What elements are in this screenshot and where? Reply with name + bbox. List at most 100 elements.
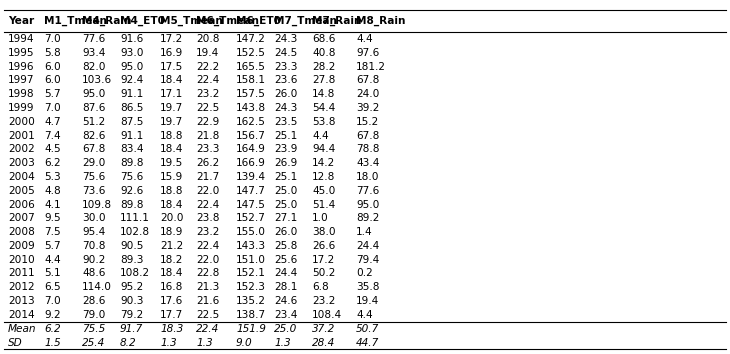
Text: 95.2: 95.2 xyxy=(120,282,143,292)
Text: 18.0: 18.0 xyxy=(356,172,380,182)
Text: 23.2: 23.2 xyxy=(196,227,220,237)
Text: 75.6: 75.6 xyxy=(120,172,143,182)
Text: 23.2: 23.2 xyxy=(312,296,335,306)
Text: 16.9: 16.9 xyxy=(160,48,183,58)
Text: 82.6: 82.6 xyxy=(82,131,105,141)
Text: 147.7: 147.7 xyxy=(236,186,266,196)
Text: 4.4: 4.4 xyxy=(312,131,328,141)
Text: 21.8: 21.8 xyxy=(196,131,220,141)
Text: 162.5: 162.5 xyxy=(236,117,266,127)
Text: 2003: 2003 xyxy=(8,158,35,168)
Text: 1.0: 1.0 xyxy=(312,213,328,223)
Text: 95.0: 95.0 xyxy=(82,89,105,99)
Text: 4.1: 4.1 xyxy=(44,200,61,210)
Text: 48.6: 48.6 xyxy=(82,268,105,279)
Text: 93.0: 93.0 xyxy=(120,48,144,58)
Text: 108.2: 108.2 xyxy=(120,268,150,279)
Text: 24.3: 24.3 xyxy=(274,34,297,44)
Text: 23.6: 23.6 xyxy=(274,75,297,85)
Text: 19.7: 19.7 xyxy=(160,103,183,113)
Text: 53.8: 53.8 xyxy=(312,117,336,127)
Text: 6.0: 6.0 xyxy=(44,62,61,72)
Text: 1997: 1997 xyxy=(8,75,34,85)
Text: 26.0: 26.0 xyxy=(274,89,297,99)
Text: 22.5: 22.5 xyxy=(196,103,219,113)
Text: 6.8: 6.8 xyxy=(312,282,328,292)
Text: 89.8: 89.8 xyxy=(120,200,144,210)
Text: 7.4: 7.4 xyxy=(44,131,61,141)
Text: 83.4: 83.4 xyxy=(120,144,144,154)
Text: 2013: 2013 xyxy=(8,296,35,306)
Text: 97.6: 97.6 xyxy=(356,48,380,58)
Text: 18.4: 18.4 xyxy=(160,200,183,210)
Text: 82.0: 82.0 xyxy=(82,62,106,72)
Text: 2012: 2012 xyxy=(8,282,34,292)
Text: 50.2: 50.2 xyxy=(312,268,335,279)
Text: 143.3: 143.3 xyxy=(236,241,266,251)
Text: 17.7: 17.7 xyxy=(160,310,183,320)
Text: 5.1: 5.1 xyxy=(44,268,61,279)
Text: 18.8: 18.8 xyxy=(160,131,183,141)
Text: 23.2: 23.2 xyxy=(196,89,220,99)
Text: 18.4: 18.4 xyxy=(160,268,183,279)
Text: 135.2: 135.2 xyxy=(236,296,266,306)
Text: 23.3: 23.3 xyxy=(274,62,298,72)
Text: 152.3: 152.3 xyxy=(236,282,266,292)
Text: 1994: 1994 xyxy=(8,34,34,44)
Text: 1.5: 1.5 xyxy=(44,337,61,348)
Text: 30.0: 30.0 xyxy=(82,213,106,223)
Text: SD: SD xyxy=(8,337,23,348)
Text: 111.1: 111.1 xyxy=(120,213,150,223)
Text: 77.6: 77.6 xyxy=(356,186,380,196)
Text: 35.8: 35.8 xyxy=(356,282,380,292)
Text: 7.0: 7.0 xyxy=(44,34,61,44)
Text: 92.4: 92.4 xyxy=(120,75,143,85)
Text: 2001: 2001 xyxy=(8,131,35,141)
Text: 15.2: 15.2 xyxy=(356,117,380,127)
Text: 12.8: 12.8 xyxy=(312,172,335,182)
Text: 5.8: 5.8 xyxy=(44,48,61,58)
Text: 152.1: 152.1 xyxy=(236,268,266,279)
Text: 28.1: 28.1 xyxy=(274,282,297,292)
Text: 27.8: 27.8 xyxy=(312,75,335,85)
Text: 0.2: 0.2 xyxy=(356,268,373,279)
Text: 51.4: 51.4 xyxy=(312,200,335,210)
Text: 9.5: 9.5 xyxy=(44,213,61,223)
Text: 25.6: 25.6 xyxy=(274,255,297,265)
Text: 155.0: 155.0 xyxy=(236,227,266,237)
Text: 95.0: 95.0 xyxy=(120,62,143,72)
Text: 27.1: 27.1 xyxy=(274,213,297,223)
Text: 90.3: 90.3 xyxy=(120,296,144,306)
Text: 40.8: 40.8 xyxy=(312,48,336,58)
Text: 29.0: 29.0 xyxy=(82,158,105,168)
Text: 14.8: 14.8 xyxy=(312,89,335,99)
Text: M7_Tmean: M7_Tmean xyxy=(274,16,337,26)
Text: Year: Year xyxy=(8,16,34,26)
Text: 95.4: 95.4 xyxy=(82,227,105,237)
Text: 6.5: 6.5 xyxy=(44,282,61,292)
Text: 2005: 2005 xyxy=(8,186,35,196)
Text: 19.5: 19.5 xyxy=(160,158,183,168)
Text: 51.2: 51.2 xyxy=(82,117,105,127)
Text: 75.6: 75.6 xyxy=(82,172,105,182)
Text: 147.5: 147.5 xyxy=(236,200,266,210)
Text: 7.0: 7.0 xyxy=(44,296,61,306)
Text: 23.4: 23.4 xyxy=(274,310,297,320)
Text: 79.4: 79.4 xyxy=(356,255,380,265)
Text: 164.9: 164.9 xyxy=(236,144,266,154)
Text: 2008: 2008 xyxy=(8,227,35,237)
Text: 17.5: 17.5 xyxy=(160,62,183,72)
Text: 24.3: 24.3 xyxy=(274,103,297,113)
Text: 87.6: 87.6 xyxy=(82,103,105,113)
Text: 18.8: 18.8 xyxy=(160,186,183,196)
Text: 24.4: 24.4 xyxy=(356,241,380,251)
Text: 22.2: 22.2 xyxy=(196,62,219,72)
Text: 25.0: 25.0 xyxy=(274,324,297,334)
Text: 108.4: 108.4 xyxy=(312,310,342,320)
Text: 77.6: 77.6 xyxy=(82,34,105,44)
Text: 152.5: 152.5 xyxy=(236,48,266,58)
Text: 15.9: 15.9 xyxy=(160,172,183,182)
Text: 22.9: 22.9 xyxy=(196,117,219,127)
Text: 37.2: 37.2 xyxy=(312,324,335,334)
Text: 22.4: 22.4 xyxy=(196,324,219,334)
